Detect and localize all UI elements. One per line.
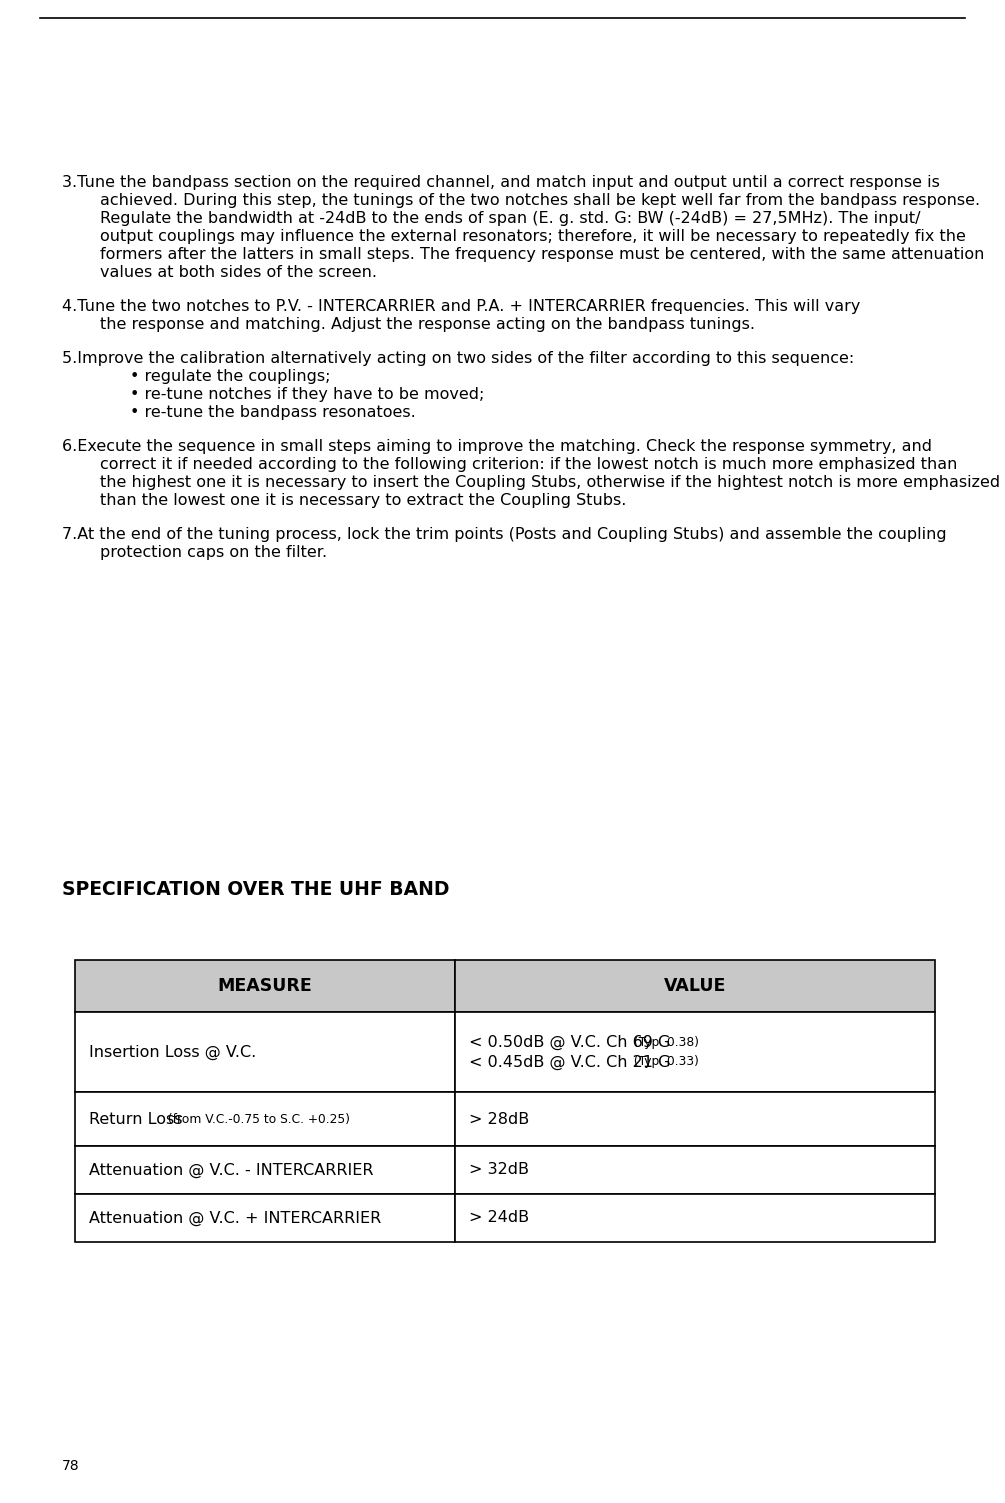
Bar — [75, 960, 455, 1012]
Text: 3.Tune the bandpass section on the required channel, and match input and output : 3.Tune the bandpass section on the requi… — [62, 174, 940, 189]
Text: > 32dB: > 32dB — [469, 1162, 529, 1177]
Text: Insertion Loss @ V.C.: Insertion Loss @ V.C. — [89, 1045, 256, 1060]
Bar — [75, 1193, 455, 1241]
Text: Attenuation @ V.C. - INTERCARRIER: Attenuation @ V.C. - INTERCARRIER — [89, 1162, 374, 1178]
Text: 4.Tune the two notches to P.V. - INTERCARRIER and P.A. + INTERCARRIER frequencie: 4.Tune the two notches to P.V. - INTERCA… — [62, 299, 860, 314]
Text: values at both sides of the screen.: values at both sides of the screen. — [100, 265, 377, 280]
Text: (Typ. 0.33): (Typ. 0.33) — [630, 1055, 698, 1069]
Text: correct it if needed according to the following criterion: if the lowest notch i: correct it if needed according to the fo… — [100, 457, 958, 472]
Text: MEASURE: MEASURE — [218, 977, 313, 995]
Text: 78: 78 — [62, 1459, 79, 1473]
Text: < 0.45dB @ V.C. Ch 21 G: < 0.45dB @ V.C. Ch 21 G — [469, 1054, 670, 1070]
Bar — [75, 1145, 455, 1193]
Bar — [455, 1145, 935, 1193]
Text: than the lowest one it is necessary to extract the Coupling Stubs.: than the lowest one it is necessary to e… — [100, 493, 626, 508]
Text: > 28dB: > 28dB — [469, 1112, 530, 1127]
Text: (Typ. 0.38): (Typ. 0.38) — [630, 1036, 699, 1049]
Text: protection caps on the filter.: protection caps on the filter. — [100, 546, 327, 561]
Text: achieved. During this step, the tunings of the two notches shall be kept well fa: achieved. During this step, the tunings … — [100, 192, 980, 207]
Text: > 24dB: > 24dB — [469, 1210, 529, 1225]
Text: • re-tune the bandpass resonatoes.: • re-tune the bandpass resonatoes. — [130, 404, 416, 419]
Text: SPECIFICATION OVER THE UHF BAND: SPECIFICATION OVER THE UHF BAND — [62, 879, 449, 899]
Text: output couplings may influence the external resonators; therefore, it will be ne: output couplings may influence the exter… — [100, 228, 966, 243]
Text: < 0.50dB @ V.C. Ch 69 G: < 0.50dB @ V.C. Ch 69 G — [469, 1034, 670, 1049]
Text: 5.Improve the calibration alternatively acting on two sides of the filter accord: 5.Improve the calibration alternatively … — [62, 352, 854, 367]
Text: the response and matching. Adjust the response acting on the bandpass tunings.: the response and matching. Adjust the re… — [100, 317, 755, 332]
Text: 7.At the end of the tuning process, lock the trim points (Posts and Coupling Stu: 7.At the end of the tuning process, lock… — [62, 528, 947, 543]
Bar — [455, 1193, 935, 1241]
Text: Attenuation @ V.C. + INTERCARRIER: Attenuation @ V.C. + INTERCARRIER — [89, 1210, 381, 1225]
Text: Regulate the bandwidth at -24dB to the ends of span (E. g. std. G: BW (-24dB) = : Regulate the bandwidth at -24dB to the e… — [100, 210, 921, 225]
Text: VALUE: VALUE — [664, 977, 727, 995]
Bar — [75, 1012, 455, 1093]
Bar — [455, 1012, 935, 1093]
Bar — [75, 1093, 455, 1145]
Bar — [455, 960, 935, 1012]
Text: • regulate the couplings;: • regulate the couplings; — [130, 370, 331, 383]
Text: the highest one it is necessary to insert the Coupling Stubs, otherwise if the h: the highest one it is necessary to inser… — [100, 475, 1000, 490]
Text: Return Loss: Return Loss — [89, 1112, 183, 1127]
Bar — [455, 1093, 935, 1145]
Text: formers after the latters in small steps. The frequency response must be centere: formers after the latters in small steps… — [100, 246, 984, 262]
Text: (from V.C.-0.75 to S.C. +0.25): (from V.C.-0.75 to S.C. +0.25) — [164, 1112, 350, 1126]
Text: • re-tune notches if they have to be moved;: • re-tune notches if they have to be mov… — [130, 386, 484, 401]
Text: 6.Execute the sequence in small steps aiming to improve the matching. Check the : 6.Execute the sequence in small steps ai… — [62, 439, 932, 454]
